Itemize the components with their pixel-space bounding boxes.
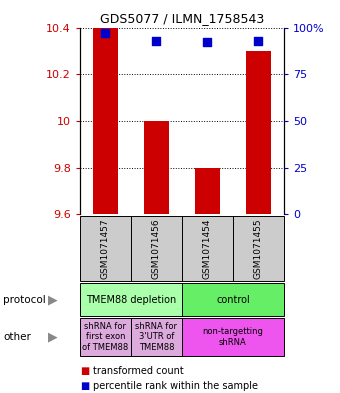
Bar bbox=[143, 121, 169, 214]
Point bbox=[256, 37, 261, 44]
Text: ■: ■ bbox=[80, 366, 89, 376]
Bar bbox=[194, 167, 220, 214]
Text: GSM1071454: GSM1071454 bbox=[203, 219, 212, 279]
Text: other: other bbox=[3, 332, 31, 342]
Point bbox=[103, 30, 108, 36]
Text: ▶: ▶ bbox=[48, 331, 57, 343]
Text: non-targetting
shRNA: non-targetting shRNA bbox=[202, 327, 264, 347]
Text: GSM1071457: GSM1071457 bbox=[101, 218, 110, 279]
Text: GSM1071455: GSM1071455 bbox=[254, 218, 263, 279]
Bar bbox=[92, 28, 118, 214]
Text: shRNA for
first exon
of TMEM88: shRNA for first exon of TMEM88 bbox=[82, 322, 129, 352]
Text: ■: ■ bbox=[80, 381, 89, 391]
Bar bbox=[245, 51, 271, 214]
Text: TMEM88 depletion: TMEM88 depletion bbox=[86, 295, 176, 305]
Title: GDS5077 / ILMN_1758543: GDS5077 / ILMN_1758543 bbox=[100, 12, 264, 25]
Text: transformed count: transformed count bbox=[93, 366, 184, 376]
Text: ▶: ▶ bbox=[48, 293, 57, 306]
Text: protocol: protocol bbox=[3, 295, 46, 305]
Text: GSM1071456: GSM1071456 bbox=[152, 218, 161, 279]
Text: control: control bbox=[216, 295, 250, 305]
Point bbox=[154, 37, 159, 44]
Text: shRNA for
3'UTR of
TMEM88: shRNA for 3'UTR of TMEM88 bbox=[135, 322, 177, 352]
Text: percentile rank within the sample: percentile rank within the sample bbox=[93, 381, 258, 391]
Point bbox=[205, 39, 210, 46]
